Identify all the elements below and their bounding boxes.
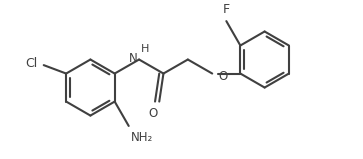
Text: H: H [141,45,150,55]
Text: Cl: Cl [25,57,37,70]
Text: O: O [148,107,158,120]
Text: N: N [129,52,138,65]
Text: F: F [223,3,230,16]
Text: NH₂: NH₂ [131,131,153,144]
Text: O: O [219,70,228,83]
